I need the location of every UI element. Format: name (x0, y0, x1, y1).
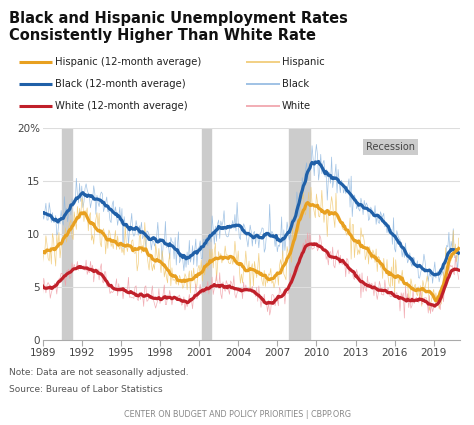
Text: White: White (282, 101, 311, 111)
Text: Source: Bureau of Labor Statistics: Source: Bureau of Labor Statistics (9, 385, 163, 394)
Text: White (12-month average): White (12-month average) (55, 101, 187, 111)
Text: Black and Hispanic Unemployment Rates: Black and Hispanic Unemployment Rates (9, 11, 348, 26)
Text: Black: Black (282, 79, 309, 89)
Bar (62, 128, 72, 340)
Text: Recession: Recession (366, 142, 415, 153)
Text: Black (12-month average): Black (12-month average) (55, 79, 185, 89)
Text: Hispanic (12-month average): Hispanic (12-month average) (55, 57, 201, 67)
Bar (202, 128, 211, 340)
Bar (289, 128, 310, 340)
Text: Hispanic: Hispanic (282, 57, 325, 67)
Text: Note: Data are not seasonally adjusted.: Note: Data are not seasonally adjusted. (9, 368, 189, 377)
Text: Consistently Higher Than White Rate: Consistently Higher Than White Rate (9, 28, 317, 42)
Text: CENTER ON BUDGET AND POLICY PRIORITIES | CBPP.ORG: CENTER ON BUDGET AND POLICY PRIORITIES |… (124, 410, 350, 419)
